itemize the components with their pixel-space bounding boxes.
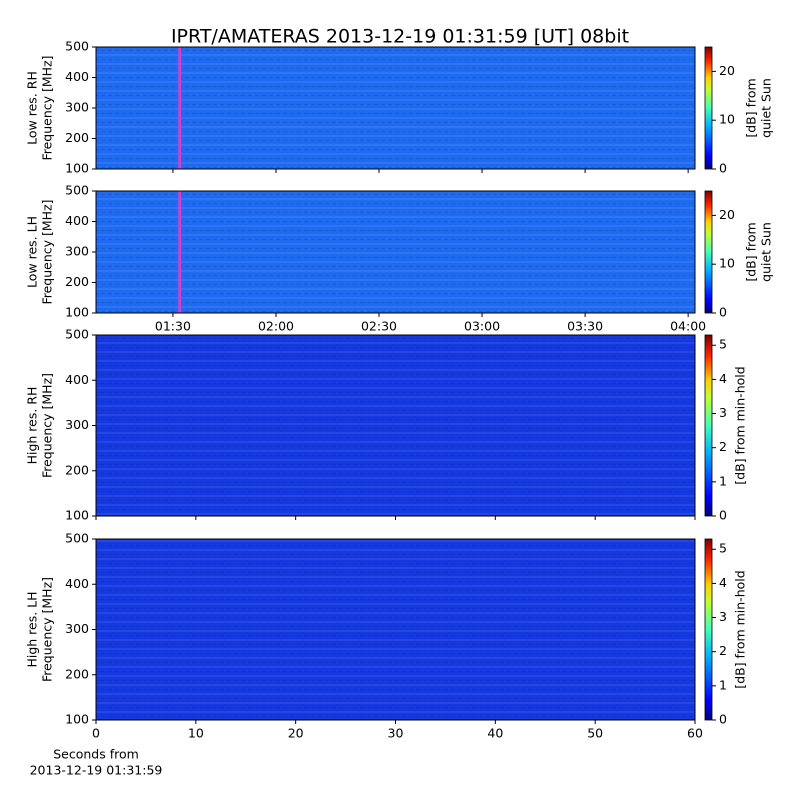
colorbar-label: [dB] from	[744, 78, 759, 137]
colorbar-tick-label: 1	[719, 677, 727, 692]
colorbar-tick-label: 4	[719, 575, 727, 590]
colorbar-label: quiet Sun	[759, 222, 774, 282]
colorbar-tick-label: 2	[719, 643, 727, 658]
y-axis-label: High res. RH	[25, 387, 40, 465]
x-tick-label: 04:00	[670, 319, 706, 334]
spectrogram-texture	[96, 191, 695, 313]
spectrogram-texture	[96, 539, 695, 720]
y-tick-label: 400	[65, 213, 89, 228]
y-tick-label: 100	[65, 712, 89, 727]
colorbar-tick-label: 1	[719, 473, 727, 488]
y-tick-label: 100	[65, 161, 89, 176]
y-tick-label: 200	[65, 130, 89, 145]
colorbar-tick-label: 4	[719, 371, 727, 386]
x-tick-label: 02:30	[361, 319, 397, 334]
x-tick-label: 40	[487, 726, 503, 741]
x-tick-label: 60	[687, 726, 703, 741]
x-axis-label: Seconds from	[53, 747, 139, 762]
colorbar	[704, 46, 713, 170]
colorbar-label: [dB] from min-hold	[733, 570, 748, 688]
x-axis-label: 2013-12-19 01:31:59	[30, 763, 163, 778]
x-tick-label: 01:30	[155, 319, 191, 334]
colorbar-tick-label: 3	[719, 609, 727, 624]
y-tick-label: 500	[65, 183, 89, 198]
x-tick-label: 03:30	[567, 319, 603, 334]
spectrogram-texture	[96, 47, 695, 169]
y-axis-label: Low res. RH	[25, 71, 40, 145]
colorbar	[704, 334, 713, 517]
y-tick-label: 400	[65, 69, 89, 84]
y-tick-label: 300	[65, 100, 89, 115]
y-tick-label: 100	[65, 305, 89, 320]
y-tick-label: 500	[65, 531, 89, 546]
y-tick-label: 200	[65, 462, 89, 477]
colorbar-tick-label: 0	[719, 712, 727, 727]
y-axis-label: High res. LH	[25, 591, 40, 667]
y-tick-label: 300	[65, 417, 89, 432]
y-axis-label: Frequency [MHz]	[40, 55, 55, 160]
colorbar-tick-label: 10	[719, 256, 735, 271]
colorbar-tick-label: 20	[719, 207, 735, 222]
spectrogram-texture	[96, 335, 695, 516]
colorbar-label: [dB] from min-hold	[733, 366, 748, 484]
colorbar-tick-label: 5	[719, 337, 727, 352]
colorbar-tick-label: 2	[719, 439, 727, 454]
colorbar-tick-label: 3	[719, 405, 727, 420]
colorbar-tick-label: 20	[719, 63, 735, 78]
y-tick-label: 300	[65, 621, 89, 636]
colorbar-tick-label: 0	[719, 508, 727, 523]
y-axis-label: Frequency [MHz]	[40, 373, 55, 478]
colorbar-label: quiet Sun	[759, 78, 774, 138]
x-tick-label: 20	[288, 726, 304, 741]
x-tick-label: 02:00	[258, 319, 294, 334]
y-tick-label: 400	[65, 576, 89, 591]
colorbar	[704, 190, 713, 314]
chart-title: IPRT/AMATERAS 2013-12-19 01:31:59 [UT] 0…	[171, 26, 629, 48]
y-tick-label: 500	[65, 39, 89, 54]
y-tick-label: 200	[65, 666, 89, 681]
y-tick-label: 300	[65, 244, 89, 259]
colorbar-tick-label: 10	[719, 112, 735, 127]
y-tick-label: 200	[65, 274, 89, 289]
y-axis-label: Frequency [MHz]	[40, 577, 55, 682]
y-axis-label: Frequency [MHz]	[40, 199, 55, 304]
y-axis-label: Low res. LH	[25, 216, 40, 288]
colorbar	[704, 538, 713, 721]
colorbar-label: [dB] from	[744, 222, 759, 281]
x-tick-label: 0	[92, 726, 100, 741]
y-tick-label: 400	[65, 372, 89, 387]
time-cursor	[178, 191, 182, 313]
x-tick-label: 50	[587, 726, 603, 741]
y-tick-label: 100	[65, 508, 89, 523]
x-tick-label: 03:00	[464, 319, 500, 334]
time-cursor	[178, 47, 182, 169]
x-tick-label: 30	[388, 726, 404, 741]
colorbar-tick-label: 0	[719, 305, 727, 320]
y-tick-label: 500	[65, 327, 89, 342]
colorbar-tick-label: 5	[719, 541, 727, 556]
x-tick-label: 10	[188, 726, 204, 741]
colorbar-tick-label: 0	[719, 161, 727, 176]
